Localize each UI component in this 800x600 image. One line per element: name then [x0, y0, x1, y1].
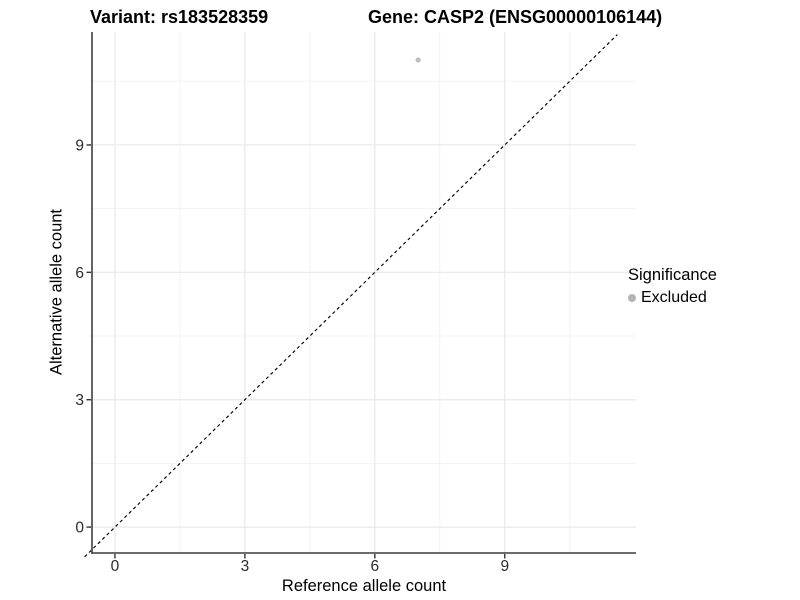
- x-axis-label: Reference allele count: [281, 577, 447, 595]
- x-tick-label: 6: [371, 558, 380, 575]
- y-tick-label: 3: [75, 392, 84, 409]
- legend-title: Significance: [628, 266, 717, 284]
- x-tick-label: 0: [111, 558, 120, 575]
- x-tick-label: 3: [241, 558, 250, 575]
- y-tick-label: 9: [75, 137, 84, 154]
- identity-reference-line: [84, 34, 618, 558]
- axis-tick-labels: 0 3 6 9 0 3 6 9: [75, 137, 509, 575]
- data-points: [415, 57, 421, 63]
- gridlines-minor: [92, 32, 636, 553]
- y-axis-label: Alternative allele count: [47, 208, 66, 376]
- axis-ticks: [86, 144, 506, 559]
- gridlines-major: [92, 32, 636, 553]
- plot-title-gene: Gene: CASP2 (ENSG00000106144): [368, 7, 663, 27]
- x-tick-label: 9: [500, 558, 509, 575]
- identity-reference-line-group: [84, 34, 618, 558]
- legend: Significance Excluded: [628, 266, 717, 307]
- y-tick-label: 0: [75, 520, 84, 537]
- axis-lines: [91, 32, 636, 554]
- y-tick-label: 6: [75, 265, 84, 282]
- legend-item-label: Excluded: [641, 289, 707, 306]
- data-point: [415, 57, 421, 63]
- plot-title-variant: Variant: rs183528359: [90, 7, 269, 27]
- excluded-point-icon: [628, 294, 636, 302]
- legend-item-excluded: Excluded: [628, 289, 717, 307]
